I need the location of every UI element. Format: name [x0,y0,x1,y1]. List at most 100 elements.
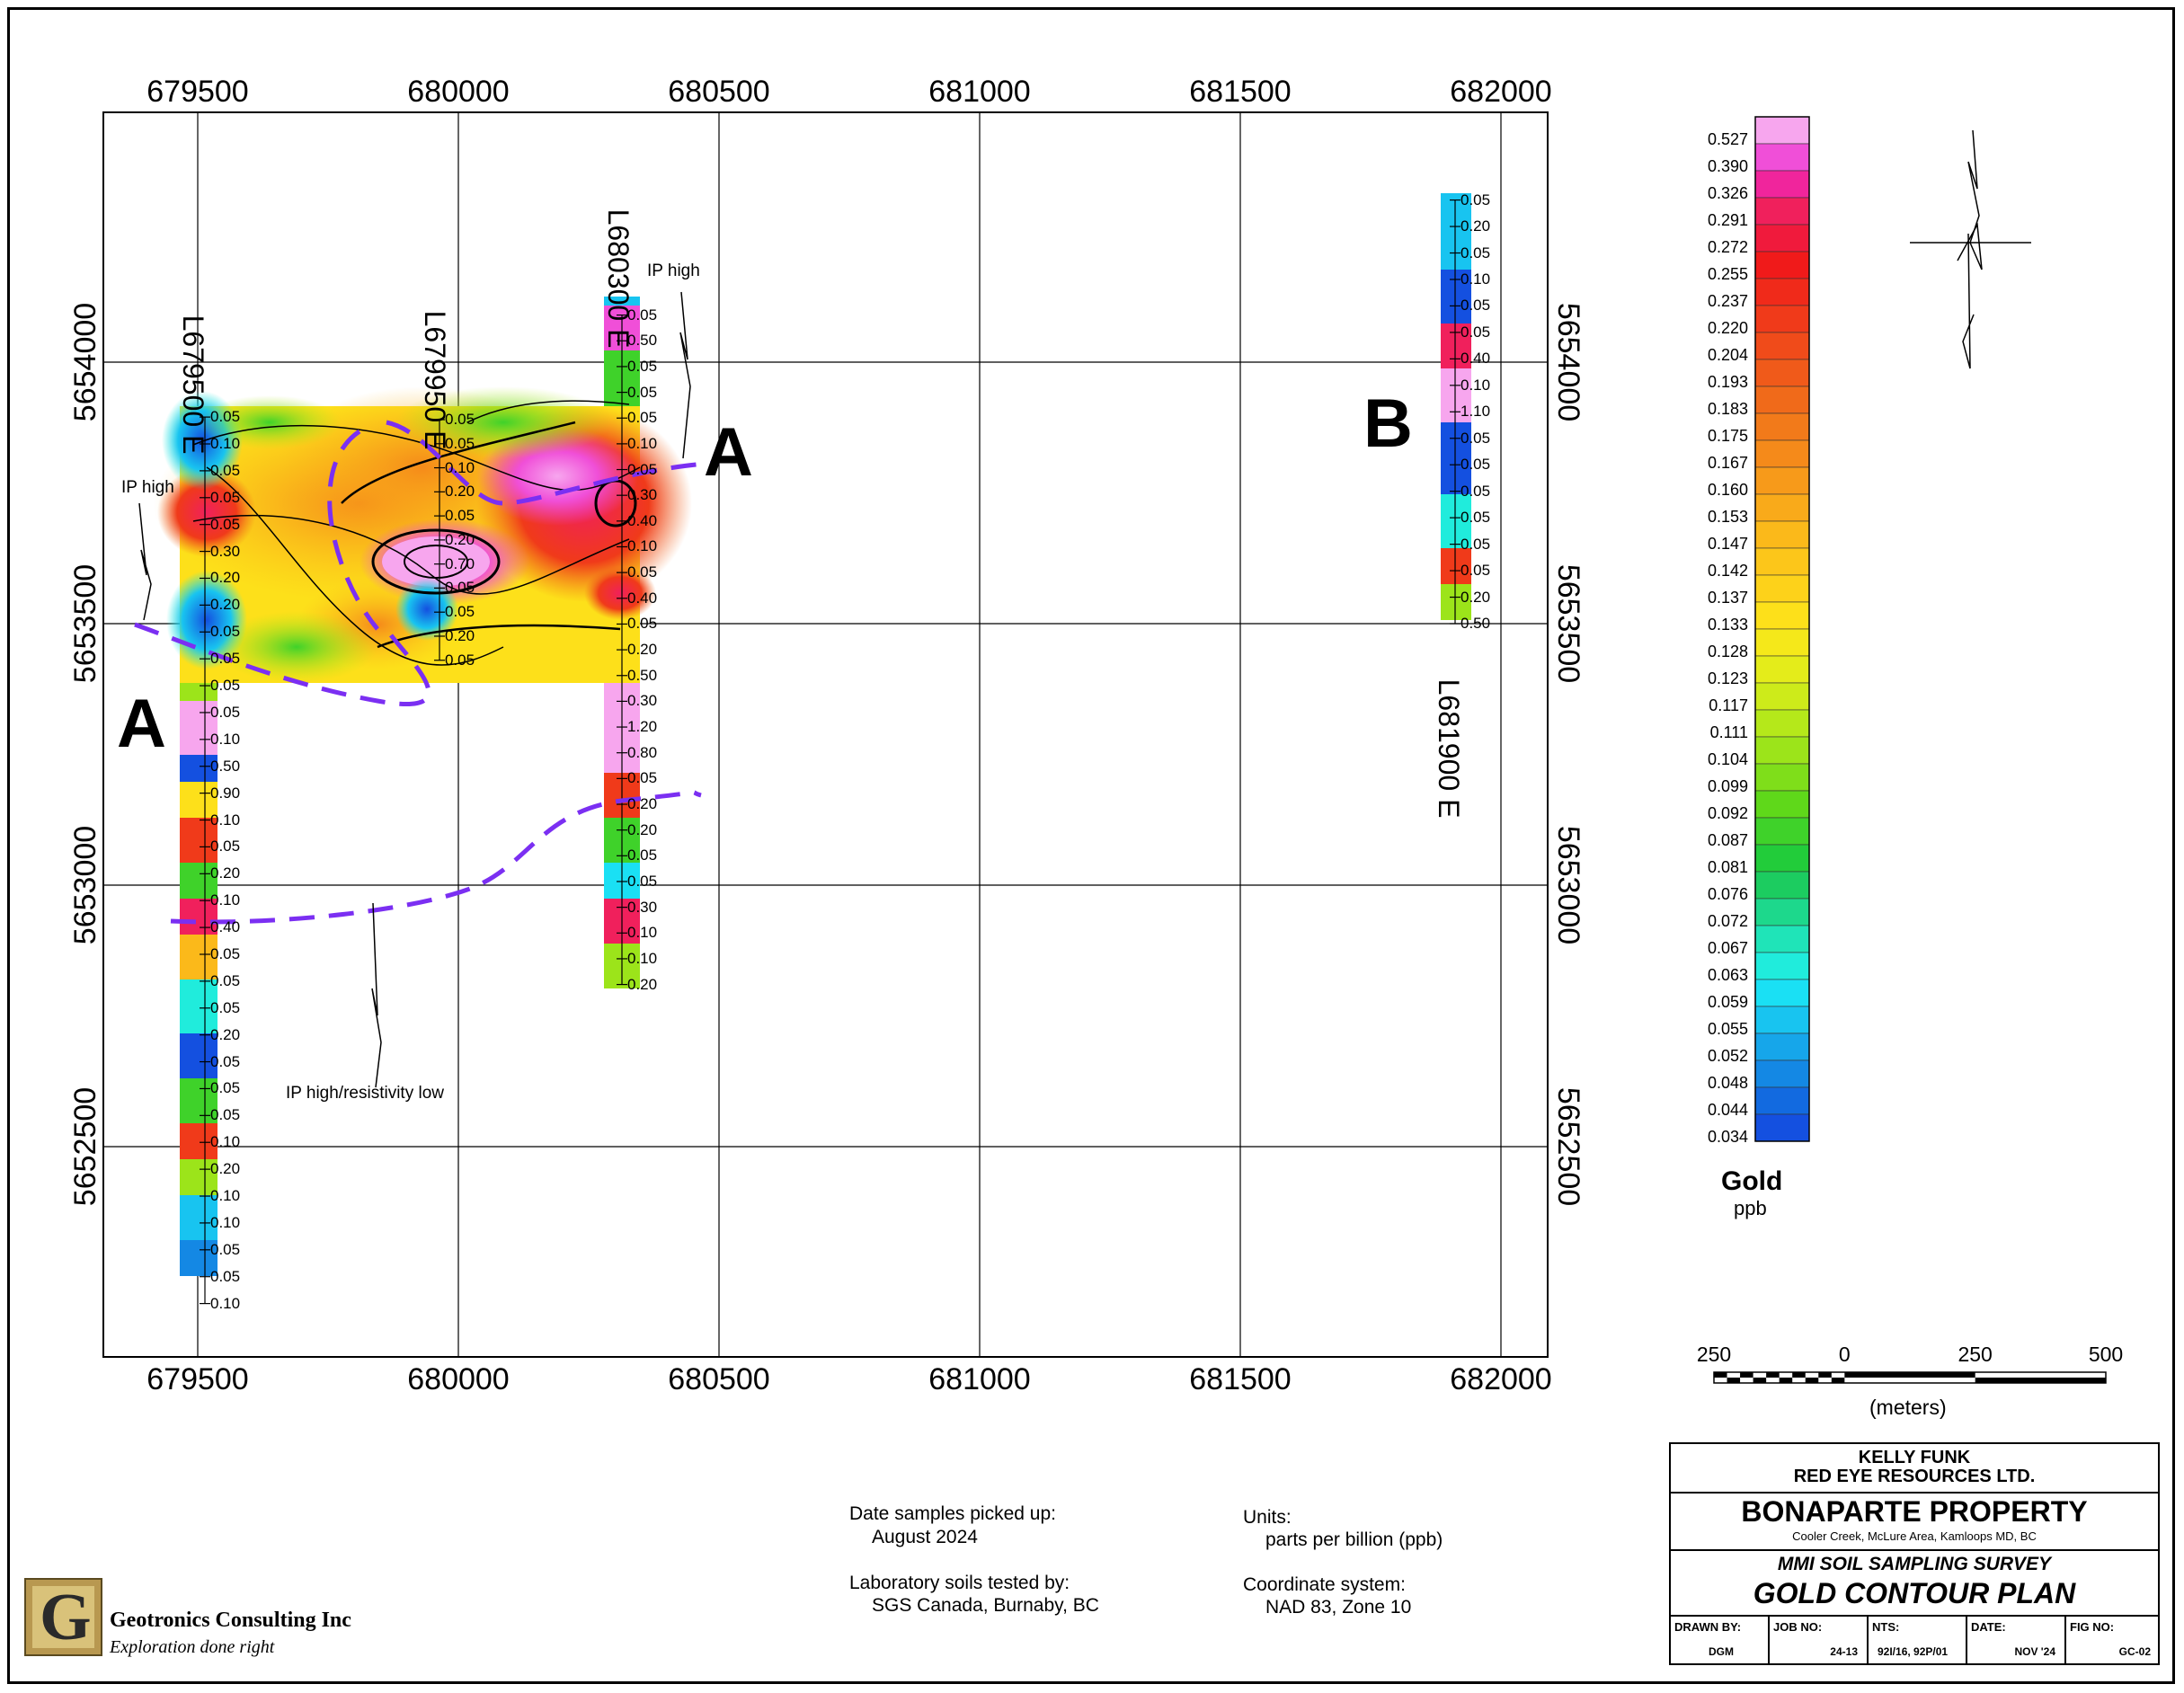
legend-value-32: 0.059 [1707,993,1748,1011]
scale-bar [1713,1371,2107,1384]
legend-value-19: 0.128 [1707,643,1748,660]
gold-legend [1754,116,1810,1142]
sample-value-L680300-14: 0.50 [627,666,658,684]
ip-trend-lines [134,420,720,925]
sample-value-L679500-31: 0.05 [210,1240,241,1258]
scale-segment-a-1 [1727,1378,1741,1383]
property-location: Cooler Creek, McLure Area, Kamloops MD, … [1792,1529,2037,1543]
scale-label-2: 250 [1958,1343,1993,1366]
job-label: JOB NO: [1773,1620,1823,1634]
legend-title: Gold [1721,1166,1783,1196]
legend-swatch-35 [1754,1059,1810,1088]
legend-swatch-28 [1754,871,1810,900]
sample-value-L681900-8: 1.10 [1460,403,1491,421]
sample-value-L679500-3: 0.05 [210,488,241,506]
sample-value-L679500-11: 0.05 [210,703,241,721]
legend-swatch-9 [1754,359,1810,387]
sample-value-L680300-23: 0.30 [627,898,658,916]
sample-value-L681900-11: 0.05 [1460,482,1491,500]
scale-segment-c [1975,1378,2106,1383]
legend-value-25: 0.092 [1707,804,1748,822]
sample-value-L680300-16: 1.20 [627,718,658,736]
legend-swatch-16 [1754,547,1810,576]
units-value: parts per billion (ppb) [1265,1529,1443,1550]
legend-swatch-7 [1754,305,1810,333]
sample-value-L680300-2: 0.05 [627,357,658,375]
legend-value-2: 0.326 [1707,184,1748,202]
legend-swatch-25 [1754,790,1810,819]
sample-value-L680300-8: 0.40 [627,511,658,529]
geotronics-logo [24,1578,102,1656]
legend-value-5: 0.255 [1707,265,1748,283]
sample-value-L681900-0: 0.05 [1460,191,1491,208]
scale-segment-a-4 [1766,1372,1780,1378]
legend-value-16: 0.142 [1707,562,1748,580]
x-tick-bottom-3: 681000 [928,1362,1031,1396]
legend-value-30: 0.067 [1707,939,1748,957]
x-tick-bottom-1: 680000 [407,1362,510,1396]
sample-value-L679950-9: 0.20 [445,626,475,644]
legend-value-33: 0.055 [1707,1020,1748,1038]
legend-swatch-36 [1754,1086,1810,1115]
sample-value-L680300-10: 0.05 [627,563,658,581]
sample-value-L681900-1: 0.20 [1460,217,1491,235]
legend-value-4: 0.272 [1707,238,1748,256]
scale-label-3: 500 [2088,1343,2124,1366]
legend-swatch-12 [1754,439,1810,468]
legend-value-10: 0.183 [1707,400,1748,418]
drawn-by-cell: DRAWN BY: DGM [1671,1617,1770,1665]
sample-value-L679500-8: 0.05 [210,623,241,641]
sample-value-L679500-5: 0.30 [210,542,241,560]
sample-value-L679500-25: 0.05 [210,1079,241,1097]
sample-value-L680300-12: 0.05 [627,615,658,633]
annotation-leaders [138,291,691,1088]
legend-value-34: 0.052 [1707,1047,1748,1065]
sample-value-L681900-10: 0.05 [1460,456,1491,474]
scale-label-0: 250 [1696,1343,1732,1366]
legend-value-24: 0.099 [1707,777,1748,795]
legend-value-17: 0.137 [1707,589,1748,607]
sample-value-L681900-13: 0.05 [1460,535,1491,553]
date-label: DATE: [1971,1620,2006,1634]
legend-value-8: 0.204 [1707,346,1748,364]
sample-value-L681900-2: 0.05 [1460,244,1491,261]
legend-value-9: 0.193 [1707,373,1748,391]
sample-value-L679500-4: 0.05 [210,515,241,533]
sample-value-L680300-4: 0.05 [627,409,658,427]
scale-segment-a-6 [1792,1372,1806,1378]
y-tick-left-2: 5653000 [68,825,102,945]
legend-swatch-23 [1754,736,1810,765]
fig-value: GC-02 [2118,1645,2151,1658]
legend-swatch-21 [1754,682,1810,711]
scale-segment-a-2 [1740,1372,1753,1378]
fig-cell: FIG NO: GC-02 [2066,1617,2158,1665]
date-picked-label: Date samples picked up: [849,1503,1056,1524]
legend-value-21: 0.117 [1709,696,1748,714]
y-tick-left-1: 5653500 [68,563,102,684]
sample-value-L679950-6: 0.70 [445,554,475,572]
legend-swatch-24 [1754,763,1810,792]
sample-value-L681900-9: 0.05 [1460,429,1491,447]
legend-swatch-22 [1754,709,1810,738]
legend-swatch-6 [1754,278,1810,306]
legend-swatch-17 [1754,574,1810,603]
legend-value-28: 0.076 [1707,885,1748,903]
scale-segment-a-9 [1831,1378,1845,1383]
line-label-0: L679500 E [177,315,209,455]
y-tick-right-1: 5653500 [1551,563,1585,684]
sample-value-L681900-14: 0.05 [1460,562,1491,580]
sample-value-L679500-17: 0.20 [210,864,241,882]
sample-value-L679500-19: 0.40 [210,918,241,936]
x-tick-top-3: 681000 [928,75,1031,109]
sample-value-L679500-10: 0.05 [210,677,241,695]
scale-label-1: 0 [1838,1343,1851,1366]
sample-value-L680300-5: 0.10 [627,434,658,452]
legend-swatch-32 [1754,979,1810,1007]
sample-value-L680300-19: 0.20 [627,795,658,812]
legend-value-12: 0.167 [1707,454,1748,472]
sample-value-L681900-4: 0.05 [1460,297,1491,315]
sample-value-L679500-13: 0.50 [210,757,241,775]
sample-value-L679500-26: 0.05 [210,1106,241,1124]
contour-lines [192,400,641,666]
